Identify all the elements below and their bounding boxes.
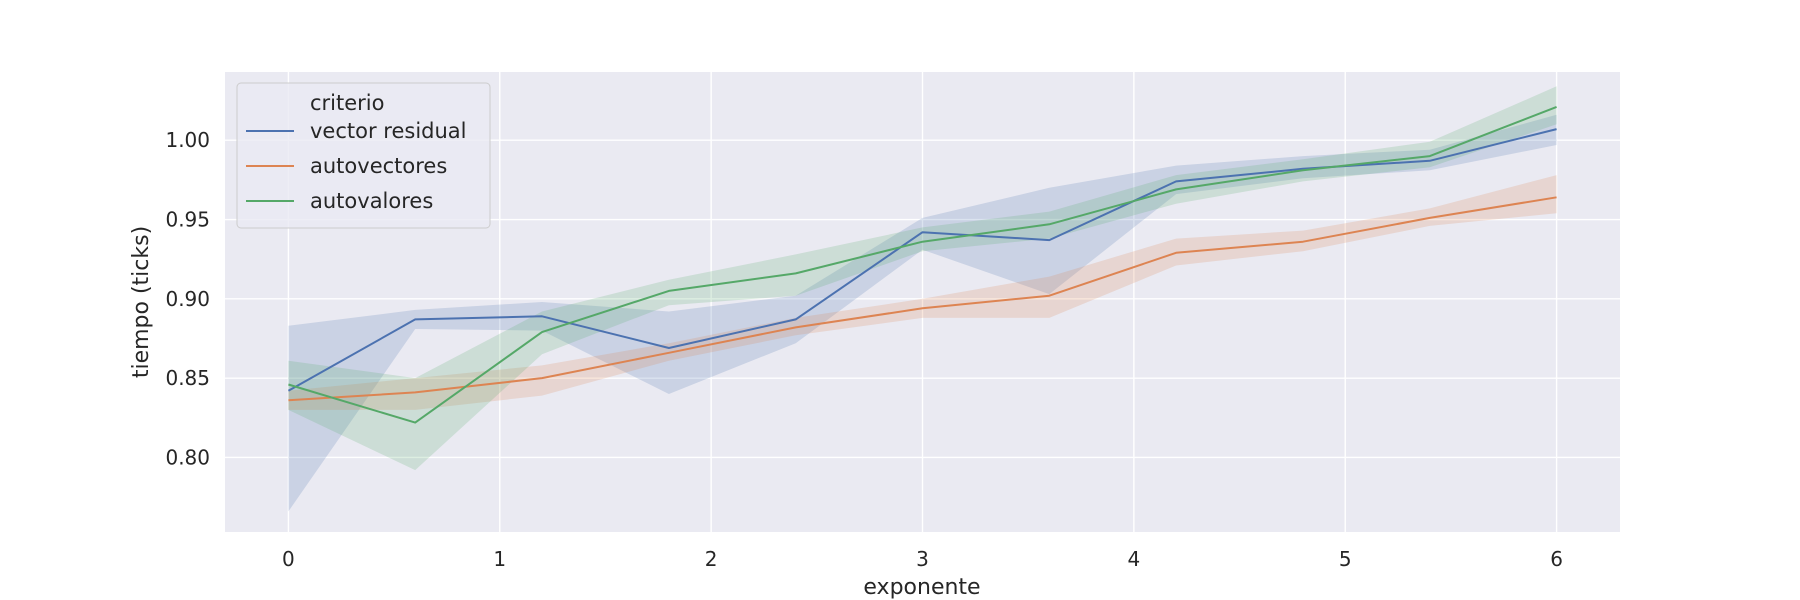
legend-title: criterio	[310, 91, 384, 115]
x-tick-label: 2	[705, 547, 718, 571]
y-tick-label: 1.00	[165, 128, 210, 152]
legend-label: vector residual	[310, 119, 467, 143]
x-tick-label: 3	[916, 547, 929, 571]
legend-entries: vector residual autovectores autovalores	[246, 119, 467, 213]
y-tick-label: 0.95	[165, 208, 210, 232]
y-tick-label: 0.90	[165, 287, 210, 311]
y-axis-label: tiempo (ticks)	[129, 226, 154, 378]
legend-label: autovalores	[310, 189, 433, 213]
confidence-band	[288, 114, 1557, 512]
series-lines	[287, 105, 1557, 424]
confidence-band	[288, 175, 1557, 410]
series-line	[288, 196, 1557, 402]
x-tick-label: 6	[1550, 547, 1563, 571]
tick-labels: 0 1 2 3 4 5 6 0.80 0.85 0.90 0.95 1.00	[165, 128, 1562, 571]
confidence-bands	[288, 86, 1557, 512]
series-line	[288, 105, 1557, 424]
legend-box	[236, 82, 491, 229]
x-tick-label: 4	[1127, 547, 1140, 571]
x-tick-label: 1	[493, 547, 506, 571]
confidence-band	[288, 86, 1557, 471]
y-tick-label: 0.80	[165, 445, 210, 469]
x-tick-label: 0	[282, 547, 295, 571]
legend-label: autovectores	[310, 154, 447, 178]
y-tick-label: 0.85	[165, 366, 210, 390]
x-tick-label: 5	[1339, 547, 1352, 571]
x-axis-label: exponente	[863, 575, 980, 600]
legend: criterio vector residual autovectores auto…	[236, 82, 491, 229]
